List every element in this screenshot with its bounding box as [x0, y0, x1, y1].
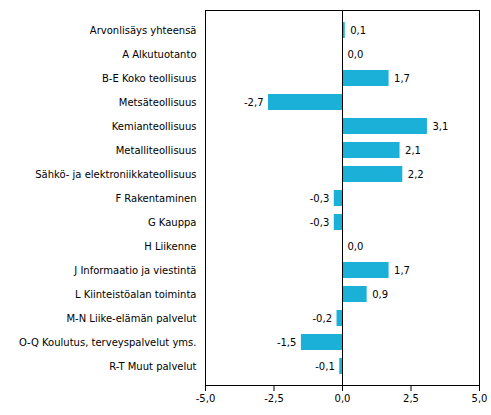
svg-text:0,1: 0,1: [350, 25, 366, 36]
svg-text:M-N Liike-elämän palvelut: M-N Liike-elämän palvelut: [66, 313, 196, 324]
svg-text:Metsäteollisuus: Metsäteollisuus: [119, 97, 197, 108]
svg-text:0,9: 0,9: [372, 289, 388, 300]
svg-text:2,5: 2,5: [403, 393, 419, 404]
svg-text:0,0: 0,0: [335, 393, 351, 404]
svg-text:-2,7: -2,7: [244, 97, 264, 108]
svg-text:R-T Muut palvelut: R-T Muut palvelut: [109, 361, 196, 372]
svg-text:G Kauppa: G Kauppa: [148, 217, 197, 228]
svg-text:F Rakentaminen: F Rakentaminen: [115, 193, 196, 204]
svg-text:2,2: 2,2: [408, 169, 424, 180]
svg-text:Sähkö- ja elektroniikkateollis: Sähkö- ja elektroniikkateollisuus: [35, 169, 196, 180]
svg-text:-0,3: -0,3: [310, 193, 330, 204]
svg-text:J Informaatio ja viestintä: J Informaatio ja viestintä: [73, 265, 196, 276]
svg-text:H Liikenne: H Liikenne: [144, 241, 196, 252]
svg-text:A Alkutuotanto: A Alkutuotanto: [122, 49, 196, 60]
svg-text:-5,0: -5,0: [196, 393, 216, 404]
svg-text:Kemianteollisuus: Kemianteollisuus: [112, 121, 197, 132]
svg-text:-0,3: -0,3: [310, 217, 330, 228]
svg-text:L Kiinteistöalan toiminta: L Kiinteistöalan toiminta: [75, 289, 197, 300]
svg-text:2,1: 2,1: [405, 145, 421, 156]
svg-text:0,0: 0,0: [348, 241, 364, 252]
svg-text:O-Q Koulutus, terveyspalvelut: O-Q Koulutus, terveyspalvelut yms.: [19, 337, 197, 348]
svg-text:Metalliteollisuus: Metalliteollisuus: [116, 145, 197, 156]
svg-text:B-E Koko teollisuus: B-E Koko teollisuus: [102, 73, 197, 84]
svg-text:Arvonlisäys yhteensä: Arvonlisäys yhteensä: [90, 25, 197, 36]
svg-text:1,7: 1,7: [394, 73, 410, 84]
svg-text:5,0: 5,0: [472, 393, 488, 404]
svg-text:-0,1: -0,1: [315, 361, 335, 372]
svg-text:1,7: 1,7: [394, 265, 410, 276]
svg-text:0,0: 0,0: [348, 49, 364, 60]
svg-text:-1,5: -1,5: [277, 337, 297, 348]
svg-text:3,1: 3,1: [432, 121, 448, 132]
svg-text:-2,5: -2,5: [264, 393, 284, 404]
svg-text:-0,2: -0,2: [313, 313, 333, 324]
